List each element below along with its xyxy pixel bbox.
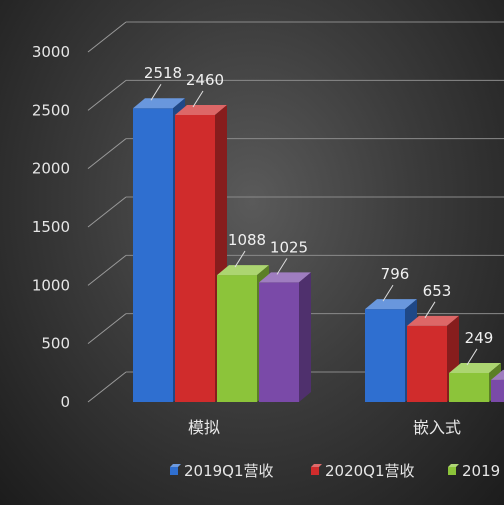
legend-swatch (170, 467, 178, 475)
y-tick-label: 500 (41, 335, 70, 353)
gridline-diagonal (87, 138, 127, 170)
data-label-leader (382, 284, 394, 302)
bar-top-face (491, 369, 504, 380)
legend-entry: 2020Q1营收 (325, 462, 415, 480)
data-label-leader (150, 83, 162, 101)
data-label: 2518 (144, 64, 182, 82)
data-label-leader (192, 90, 204, 108)
bar-top-face (175, 105, 227, 115)
gridline-diagonal (87, 371, 127, 403)
bar-top-face (133, 98, 185, 109)
gridline-diagonal (87, 196, 127, 228)
legend-entry: 2019Q1营收 (184, 462, 274, 480)
data-label: 1025 (270, 238, 308, 256)
bar-top-face (449, 362, 501, 373)
data-label: 249 (465, 329, 494, 347)
bar-top-face (217, 265, 269, 276)
bar (175, 115, 215, 402)
gridline-diagonal (87, 21, 127, 53)
gridline-diagonal (87, 254, 127, 286)
bar (365, 309, 405, 402)
bar (407, 325, 447, 402)
data-label-leader (276, 258, 288, 275)
bar-top-face (407, 315, 459, 326)
y-axis: 0 500 1000 1500 2000 2500 3000 (32, 43, 70, 411)
legend-swatch-top (311, 464, 322, 467)
data-label-leader (424, 301, 436, 319)
legend-swatch-top (170, 464, 181, 467)
legend-swatch-top (448, 464, 459, 467)
legend: 2019Q1营收 2020Q1营收 2019 (170, 462, 500, 480)
y-tick-label: 2500 (32, 101, 70, 119)
data-label: 796 (381, 265, 410, 283)
data-label: 1088 (228, 231, 266, 249)
bar (217, 275, 257, 402)
y-tick-label: 1000 (32, 276, 70, 294)
bar (259, 282, 299, 402)
data-label-leader (234, 250, 246, 268)
legend-entry: 2019 (462, 462, 500, 480)
y-tick-label: 2000 (32, 160, 70, 178)
data-label: 653 (423, 282, 452, 300)
x-axis: 模拟 嵌入式 (188, 418, 461, 437)
bar (133, 108, 173, 402)
bar (491, 379, 504, 402)
y-tick-label: 0 (60, 393, 70, 411)
gridline-diagonal (87, 313, 127, 345)
gridline-diagonal (87, 79, 127, 111)
y-tick-label: 3000 (32, 43, 70, 61)
bar-top-face (259, 272, 311, 283)
data-label-leader (466, 348, 478, 366)
legend-swatch (448, 467, 456, 475)
data-labels-layer: 25187962460653108824910251 (144, 64, 494, 366)
bar-top-face (365, 299, 417, 310)
bar (449, 372, 489, 402)
x-category-label: 嵌入式 (413, 418, 461, 437)
data-label: 2460 (186, 71, 224, 89)
y-tick-label: 1500 (32, 218, 70, 236)
bars-layer (133, 98, 504, 402)
x-category-label: 模拟 (188, 418, 220, 437)
legend-swatch (311, 467, 319, 475)
bar-side-face (299, 272, 311, 402)
